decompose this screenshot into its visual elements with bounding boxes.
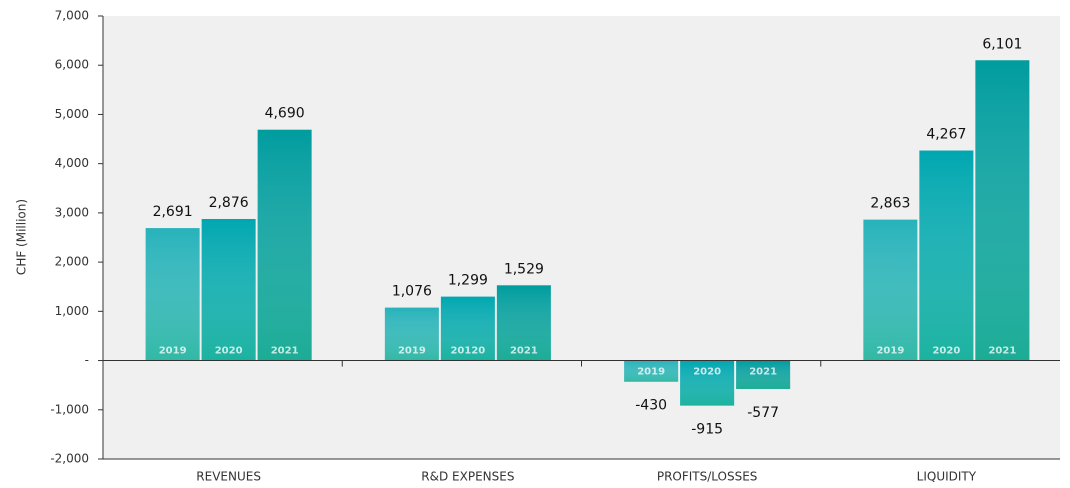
data-label: -430 [635,398,667,414]
bar-shade [624,360,679,382]
data-label: 2,863 [870,196,910,212]
data-label: -915 [691,422,723,438]
bar-shade [496,285,551,361]
bar-label: 2021 [510,346,538,357]
bar-shade [145,228,200,361]
bar-label: 2021 [988,346,1016,357]
bar-shade [201,218,256,361]
y-tick-label: 3,000 [55,205,89,219]
y-tick-label: -2,000 [50,452,89,466]
y-tick-label: 7,000 [55,9,89,23]
bar-label: 2019 [398,346,426,357]
bar-label: 2019 [159,346,187,357]
x-tick-label: PROFITS/LOSSES [657,470,758,484]
data-label: 4,267 [926,127,966,143]
bar-label: 2019 [637,367,665,378]
data-label: 4,690 [265,106,305,122]
bar-shade [384,307,439,361]
bar-label: 2019 [876,346,904,357]
y-axis-label: CHF (Million) [15,199,29,275]
data-label: 6,101 [982,36,1022,52]
x-tick-label: REVENUES [196,470,261,484]
bar-shade [975,60,1030,361]
bar-shade [863,219,918,361]
bar-shade [736,360,791,389]
y-tick-label: 6,000 [55,58,89,72]
x-tick-label: R&D EXPENSES [421,470,514,484]
bar-label: 2020 [693,367,721,378]
bar-label: 2021 [271,346,299,357]
bar-label: 2020 [215,346,243,357]
bar-shade [257,129,312,361]
bar-label: 2020 [932,346,960,357]
data-label: 1,076 [392,284,432,300]
x-tick-label: LIQUIDITY [917,470,977,484]
data-label: 1,529 [504,261,544,277]
data-label: 1,299 [448,273,488,289]
y-tick-label: 1,000 [55,304,89,318]
y-tick-label: - [85,353,89,367]
data-label: 2,876 [209,195,249,211]
y-tick-label: 2,000 [55,255,89,269]
bar-label: 20120 [450,346,485,357]
y-tick-label: -1,000 [50,402,89,416]
data-label: -577 [747,405,779,421]
bar-label: 2021 [749,367,777,378]
data-label: 2,691 [153,204,193,220]
bar-shade [919,150,974,361]
bar-shade [680,360,735,406]
y-tick-label: 5,000 [55,107,89,121]
bar-shade [440,296,495,361]
y-tick-label: 4,000 [55,156,89,170]
